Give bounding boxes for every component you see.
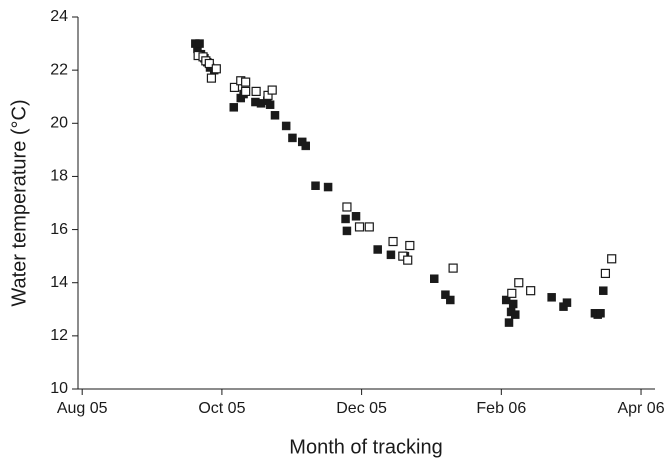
- point: [373, 245, 382, 254]
- point: [599, 286, 608, 295]
- point: [547, 293, 556, 302]
- point: [600, 268, 611, 279]
- point: [351, 212, 361, 221]
- x-tick-label: Dec 05: [336, 400, 387, 417]
- point: [607, 254, 617, 264]
- point: [403, 255, 413, 265]
- point: [430, 274, 439, 283]
- x-tick-label: Apr 06: [617, 400, 664, 417]
- point: [405, 240, 415, 251]
- point: [448, 263, 458, 273]
- point: [341, 214, 350, 224]
- point: [446, 295, 455, 305]
- x-axis-label: Month of tracking: [289, 436, 442, 458]
- point: [265, 100, 275, 109]
- point: [267, 85, 277, 95]
- y-tick-label: 22: [50, 61, 68, 78]
- point: [504, 318, 514, 327]
- point: [311, 181, 320, 190]
- x-tick-label: Oct 05: [198, 400, 245, 417]
- point: [386, 250, 396, 260]
- point: [342, 226, 352, 236]
- y-tick-label: 16: [50, 221, 68, 238]
- x-tick-label: Aug 05: [57, 400, 108, 417]
- point: [251, 86, 261, 97]
- point: [241, 86, 251, 97]
- point: [514, 278, 524, 288]
- point: [211, 64, 221, 74]
- point: [388, 236, 398, 247]
- x-tick-label: Feb 06: [476, 400, 526, 417]
- point: [195, 39, 204, 48]
- y-tick-label: 24: [50, 8, 68, 25]
- y-tick-label: 12: [50, 327, 68, 344]
- point: [364, 222, 374, 232]
- point: [596, 309, 605, 318]
- y-tick-label: 18: [50, 168, 68, 185]
- point: [229, 82, 240, 93]
- point: [526, 286, 536, 296]
- point: [270, 111, 280, 120]
- y-tick-label: 10: [50, 380, 68, 397]
- y-axis-label: Water temperature (°C): [8, 99, 30, 306]
- point: [342, 202, 352, 212]
- point: [562, 298, 572, 307]
- point: [241, 77, 251, 87]
- point: [508, 299, 518, 309]
- y-tick-label: 20: [50, 115, 68, 132]
- point: [229, 103, 239, 112]
- point: [511, 310, 520, 319]
- point: [281, 121, 291, 131]
- y-tick-label: 14: [50, 274, 68, 291]
- point: [323, 182, 333, 192]
- point: [288, 133, 297, 143]
- point: [507, 288, 517, 298]
- point: [204, 58, 214, 69]
- point: [206, 73, 217, 83]
- point: [301, 141, 310, 151]
- point: [441, 290, 450, 299]
- point: [354, 222, 365, 232]
